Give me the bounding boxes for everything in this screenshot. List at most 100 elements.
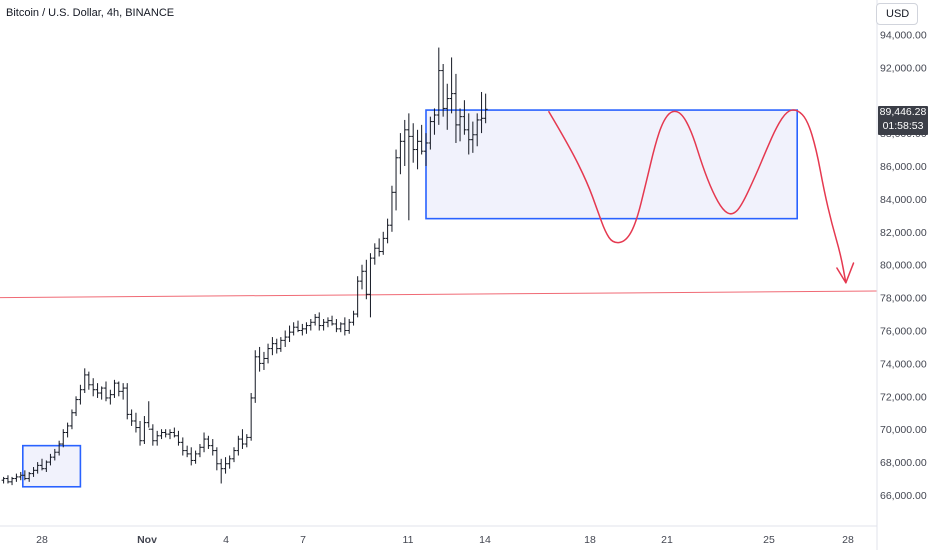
ohlc-bar [52, 448, 57, 461]
price-tick-label: 66,000.00 [880, 490, 927, 502]
ohlc-bar [82, 368, 87, 394]
ohlc-bar [291, 322, 296, 336]
ohlc-bar [219, 458, 224, 484]
ohlc-bar [65, 422, 70, 438]
ohlc-bar [428, 116, 433, 150]
ohlc-bar [347, 318, 352, 334]
ohlc-bar [313, 314, 318, 326]
ohlc-bar [334, 318, 339, 333]
ohlc-bar [180, 437, 185, 456]
ohlc-bar [197, 444, 202, 458]
ohlc-bar [99, 386, 104, 400]
ohlc-bar [142, 416, 147, 445]
ohlc-bar [317, 312, 322, 331]
ohlc-bar [432, 108, 437, 135]
currency-button[interactable]: USD [876, 3, 918, 25]
ohlc-bar [112, 379, 117, 398]
price-tick-label: 84,000.00 [880, 194, 927, 206]
ohlc-bar [325, 317, 330, 328]
last-price-value: 89,446.28 [879, 106, 927, 118]
bars-layer [1, 47, 488, 486]
ohlc-bar [18, 471, 23, 481]
ohlc-bar [257, 346, 262, 372]
ohlc-bar [449, 57, 454, 114]
ohlc-bar [304, 322, 309, 334]
ohlc-bar [116, 381, 121, 397]
ohlc-bar [159, 429, 164, 440]
ohlc-bar [483, 93, 488, 124]
ohlc-bar [385, 218, 390, 244]
ohlc-bar [453, 73, 458, 143]
ohlc-bar [479, 91, 484, 134]
ohlc-bar [475, 113, 480, 147]
ohlc-bar [129, 409, 134, 426]
price-tick-label: 94,000.00 [880, 29, 927, 41]
ohlc-bar [146, 401, 151, 430]
ohlc-bar [419, 124, 424, 155]
projection-path [548, 109, 847, 284]
ohlc-bar [283, 330, 288, 347]
ohlc-bar [321, 318, 326, 331]
ohlc-bar [445, 83, 450, 130]
ohlc-bar [172, 427, 177, 438]
ohlc-bar [411, 123, 416, 163]
time-tick-label: 4 [223, 534, 229, 546]
ohlc-bar [223, 457, 228, 474]
ohlc-bar [368, 253, 373, 318]
price-axis[interactable]: 66,000.00 68,000.00 70,000.00 72,000.00 74,0… [880, 29, 927, 502]
time-tick-label: 14 [479, 534, 491, 546]
ohlc-bar [27, 471, 32, 482]
ohlc-bar [287, 325, 292, 343]
zones-layer [21, 109, 799, 488]
ohlc-bar [364, 259, 369, 300]
ohlc-bar [296, 320, 300, 333]
ohlc-bar [31, 467, 36, 477]
ohlc-bar [44, 460, 49, 472]
ohlc-bar [69, 409, 74, 430]
price-tick-label: 74,000.00 [880, 358, 927, 370]
projection-arrowhead [836, 262, 855, 284]
ohlc-bar [470, 121, 475, 153]
ohlc-bar [351, 310, 356, 326]
ohlc-bar [424, 133, 428, 166]
ohlc-bar [261, 351, 266, 370]
ohlc-bar [176, 430, 181, 446]
time-tick-label: 28 [36, 534, 48, 546]
ohlc-bar [436, 47, 441, 125]
ohlc-bar [35, 462, 40, 474]
ohlc-bar [78, 384, 83, 405]
ohlc-bar [202, 432, 207, 453]
ohlc-bar [244, 434, 249, 448]
ohlc-bar [300, 323, 305, 336]
price-tick-label: 86,000.00 [880, 161, 927, 173]
bar-countdown: 01:58:53 [882, 119, 924, 132]
time-tick-label: 25 [763, 534, 775, 546]
time-tick-label: 7 [300, 534, 306, 546]
ohlc-bar [462, 100, 467, 135]
ohlc-bar [206, 435, 211, 449]
support-layer [0, 290, 878, 299]
ohlc-bar [210, 439, 215, 456]
ohlc-bar [227, 455, 232, 469]
range-box-top [425, 109, 799, 220]
time-axis[interactable]: 28 Nov 4 7 11 14 18 21 25 28 [36, 534, 854, 546]
ohlc-bar [342, 317, 347, 336]
ohlc-bar [48, 453, 53, 466]
ohlc-bar [74, 396, 79, 417]
ohlc-bar [270, 337, 275, 356]
ohlc-bar [214, 447, 219, 471]
ohlc-bar [57, 440, 62, 456]
ohlc-bar [155, 430, 160, 446]
price-tick-label: 68,000.00 [880, 457, 927, 469]
ohlc-bar [240, 429, 245, 449]
ohlc-bar [458, 108, 463, 142]
price-tick-label: 76,000.00 [880, 326, 927, 338]
ohlc-bar [14, 473, 19, 482]
ohlc-bar [381, 231, 386, 255]
ohlc-bar [398, 133, 403, 175]
ohlc-bar [415, 129, 420, 170]
ohlc-bar [125, 383, 130, 420]
